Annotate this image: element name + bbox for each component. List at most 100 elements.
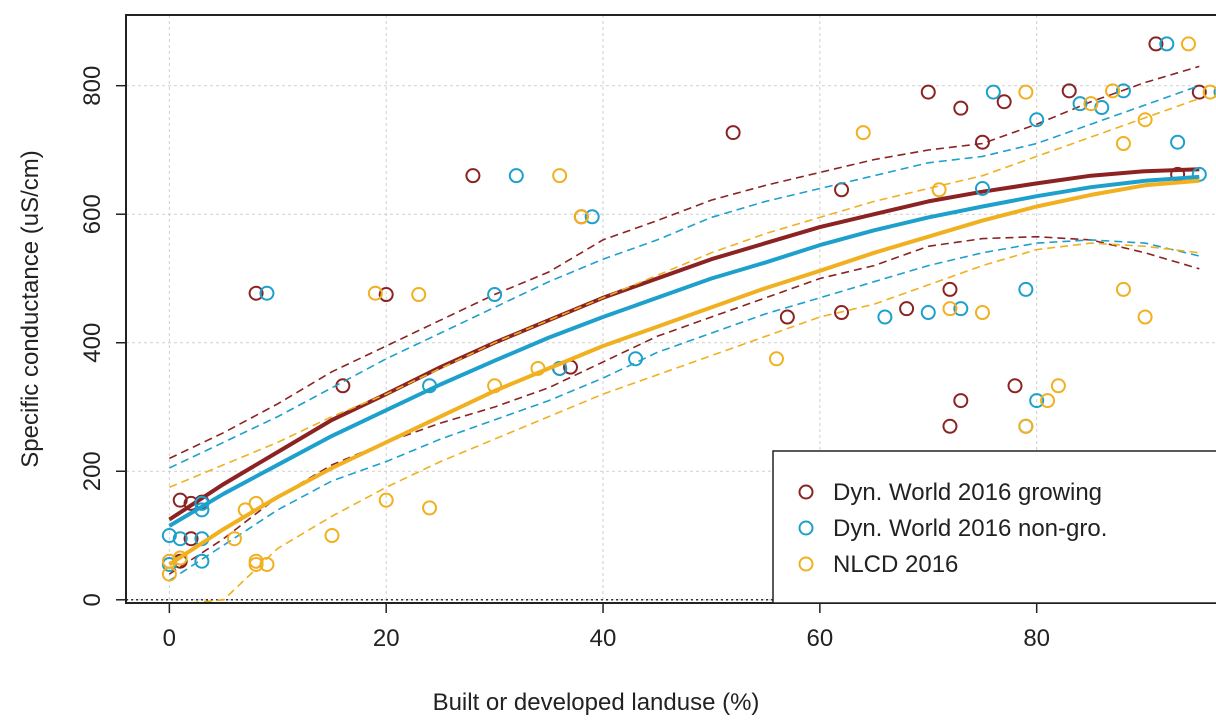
data-point [996, 94, 1012, 110]
data-point [248, 495, 264, 511]
data-point [378, 492, 394, 508]
data-point [1018, 281, 1034, 297]
legend-marker [798, 484, 814, 500]
data-point [487, 378, 503, 394]
series-2 [161, 36, 1216, 603]
data-point [194, 495, 210, 511]
data-point [194, 502, 210, 518]
legend-label: Dyn. World 2016 non-gro. [833, 515, 1107, 542]
data-point [768, 351, 784, 367]
data-point [324, 528, 340, 544]
data-point [487, 287, 503, 303]
data-point [194, 553, 210, 569]
data-point [573, 209, 589, 225]
data-point [1213, 86, 1216, 98]
fit-line [168, 174, 1200, 528]
x-axis-title: Built or developed landuse (%) [433, 689, 760, 716]
data-point [1180, 36, 1196, 52]
y-tick-label: 600 [79, 194, 106, 234]
y-tick-label: 800 [79, 66, 106, 106]
data-point [1202, 84, 1216, 100]
data-point [1018, 418, 1034, 434]
y-tick-label: 200 [79, 451, 106, 491]
data-point [530, 360, 546, 376]
data-point [259, 285, 275, 301]
data-point [183, 531, 199, 547]
data-point [259, 556, 275, 572]
x-tick-label: 40 [590, 625, 617, 652]
series-1 [161, 36, 1216, 582]
data-point [584, 209, 600, 225]
y-axis-title: Specific conductance (uS/cm) [17, 150, 44, 467]
data-point [1061, 83, 1077, 99]
data-point [1029, 393, 1045, 409]
legend-box [772, 450, 1216, 604]
data-point [1115, 83, 1131, 99]
data-point [411, 287, 427, 303]
data-point [953, 301, 969, 317]
data-point [725, 125, 741, 141]
data-point [1191, 166, 1207, 182]
legend-label: Dyn. World 2016 growing [833, 479, 1102, 506]
data-point [974, 305, 990, 321]
data-point [161, 566, 177, 582]
data-point [1105, 83, 1121, 99]
data-point [834, 182, 850, 198]
data-point [1115, 136, 1131, 152]
data-point [1050, 378, 1066, 394]
y-tick-label: 400 [79, 323, 106, 363]
data-point [1148, 36, 1164, 52]
data-point [628, 351, 644, 367]
lower-band-line [168, 235, 1200, 575]
data-point [1007, 378, 1023, 394]
data-point [172, 492, 188, 508]
plot-frame [125, 14, 1216, 604]
data-point [1029, 112, 1045, 128]
data-point [552, 168, 568, 184]
data-point [953, 393, 969, 409]
data-point [1159, 36, 1175, 52]
data-point [1018, 84, 1034, 100]
data-point [172, 550, 188, 566]
data-point [378, 287, 394, 303]
data-point [899, 301, 915, 317]
data-point [237, 502, 253, 518]
data-point [855, 125, 871, 141]
data-point [172, 531, 188, 547]
legend: Dyn. World 2016 growing Dyn. World 2016 n… [772, 450, 1216, 604]
lower-band-line [190, 242, 1200, 603]
data-point [1083, 96, 1099, 112]
data-point [834, 305, 850, 321]
y-tick-label: 0 [79, 593, 106, 606]
data-point [953, 100, 969, 116]
data-point [877, 309, 893, 325]
plot-area [161, 36, 1216, 603]
x-tick-label: 0 [163, 625, 176, 652]
upper-band-line [169, 97, 1200, 489]
data-point [1191, 84, 1207, 100]
x-tick-label: 20 [373, 625, 400, 652]
fit-line [168, 167, 1200, 522]
legend-marker [798, 556, 814, 572]
legend-label: NLCD 2016 [833, 551, 958, 578]
data-point [779, 309, 795, 325]
data-point [1115, 281, 1131, 297]
data-point [1137, 309, 1153, 325]
data-point [248, 556, 264, 572]
upper-band-line [169, 65, 1200, 460]
data-point [974, 134, 990, 150]
x-tick-label: 80 [1023, 625, 1050, 652]
data-point [367, 285, 383, 301]
data-point [335, 378, 351, 394]
data-point [248, 285, 264, 301]
data-point [942, 301, 958, 317]
data-point [161, 528, 177, 544]
data-point [920, 305, 936, 321]
data-point [422, 500, 438, 516]
data-point [226, 531, 242, 547]
data-point [942, 281, 958, 297]
x-tick-label: 60 [807, 625, 834, 652]
fit-line [168, 178, 1200, 567]
